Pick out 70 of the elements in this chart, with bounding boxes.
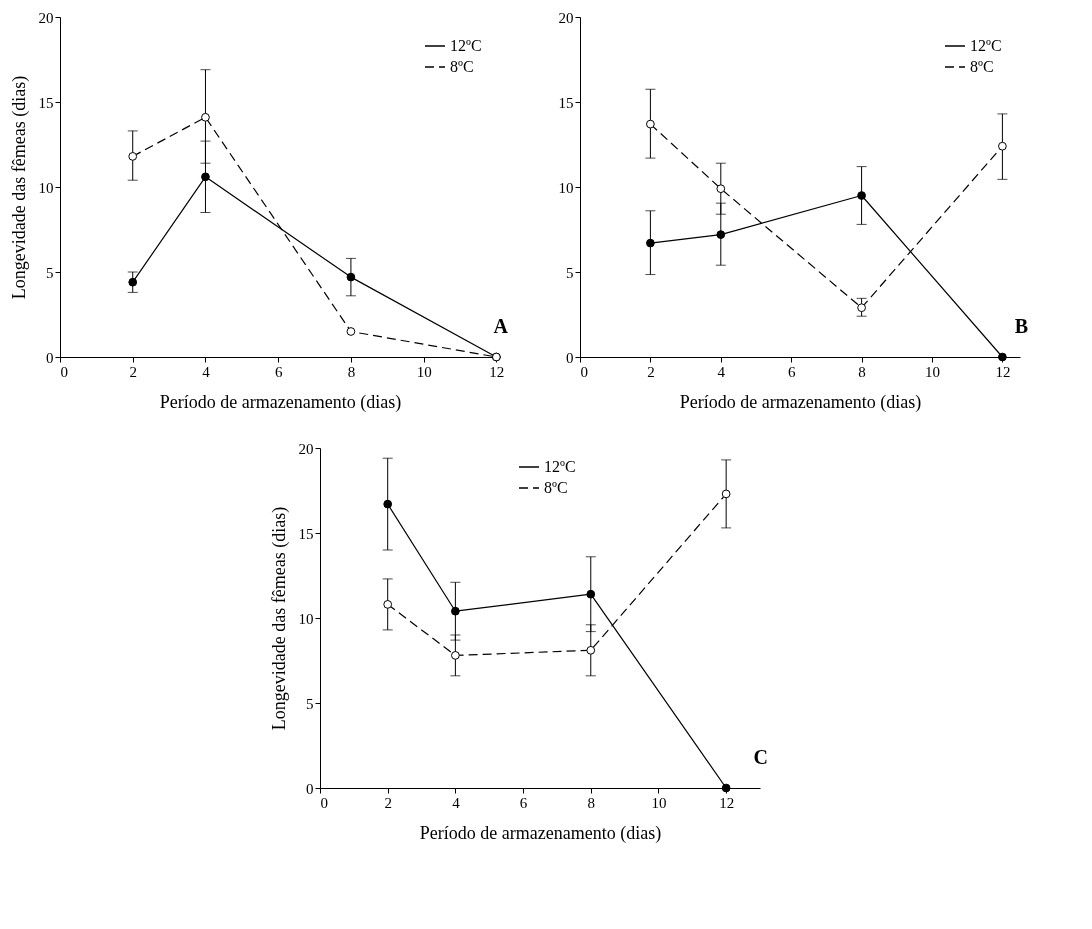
point [716, 230, 726, 239]
x-tick-label: 2 [129, 363, 137, 380]
y-tick-label: 0 [306, 780, 314, 797]
x-axis-title: Período de armazenamento (dias) [419, 822, 662, 844]
y-tick-label: 0 [46, 349, 54, 366]
point [586, 645, 596, 655]
x-tick-label: 10 [416, 363, 432, 380]
point [998, 141, 1007, 151]
point [857, 191, 866, 200]
x-tick-label: 0 [580, 363, 588, 380]
point [128, 277, 138, 287]
point [646, 238, 655, 248]
x-tick-label: 2 [384, 794, 392, 811]
x-tick-label: 12 [995, 363, 1011, 380]
x-tick-label: 4 [452, 794, 461, 811]
legend-label: 12ºC [544, 458, 576, 475]
x-tick-label: 12 [719, 794, 735, 811]
y-tick-label: 15 [558, 94, 574, 111]
x-tick-label: 6 [787, 363, 796, 380]
point [201, 112, 210, 122]
y-tick-label: 5 [566, 264, 574, 281]
x-tick-label: 12 [489, 363, 505, 380]
legend-label: 12ºC [970, 37, 1002, 54]
annotation: B [1014, 314, 1028, 337]
point [383, 499, 393, 509]
legend-label: 8ºC [450, 58, 474, 75]
point [451, 606, 460, 616]
x-tick-label: 8 [347, 363, 356, 380]
point [346, 327, 356, 336]
y-tick-label: 15 [298, 525, 314, 542]
point [201, 172, 210, 182]
annotation: C [753, 745, 768, 768]
legend-label: 8ºC [544, 479, 568, 496]
y-axis-title: Longevidade das fêmeas (dias) [8, 75, 30, 300]
x-axis-title: Período de armazenamento (dias) [679, 391, 922, 413]
x-tick-label: 8 [858, 363, 866, 380]
y-axis-title: Longevidade das fêmeas (dias) [268, 506, 290, 731]
y-tick-label: 15 [38, 94, 54, 111]
point [716, 184, 726, 194]
x-tick-label: 0 [60, 363, 68, 380]
y-tick-label: 20 [38, 9, 54, 26]
x-tick-label: 2 [647, 363, 655, 380]
x-tick-label: 10 [925, 363, 940, 380]
point [586, 589, 596, 599]
y-tick-label: 0 [566, 349, 574, 366]
point [646, 119, 655, 129]
y-tick-label: 5 [46, 264, 54, 281]
y-tick-label: 10 [558, 179, 574, 196]
legend-label: 12ºC [450, 37, 482, 54]
x-tick-label: 4 [202, 363, 211, 380]
x-tick-label: 0 [320, 794, 328, 811]
y-tick-label: 10 [38, 179, 54, 196]
point [128, 152, 138, 161]
x-tick-label: 8 [587, 794, 596, 811]
x-tick-label: 4 [717, 363, 726, 380]
x-tick-label: 10 [651, 794, 667, 811]
point [383, 600, 393, 609]
x-tick-label: 6 [519, 794, 528, 811]
y-tick-label: 10 [298, 610, 314, 627]
point [857, 303, 866, 313]
x-axis-title: Período de armazenamento (dias) [159, 391, 402, 413]
y-tick-label: 5 [306, 695, 314, 712]
annotation: A [493, 314, 509, 337]
point [451, 651, 460, 660]
x-tick-label: 6 [274, 363, 283, 380]
point [721, 489, 731, 499]
y-tick-label: 20 [298, 440, 314, 457]
legend-label: 8ºC [970, 58, 994, 75]
y-tick-label: 20 [558, 9, 574, 26]
point [346, 272, 356, 282]
